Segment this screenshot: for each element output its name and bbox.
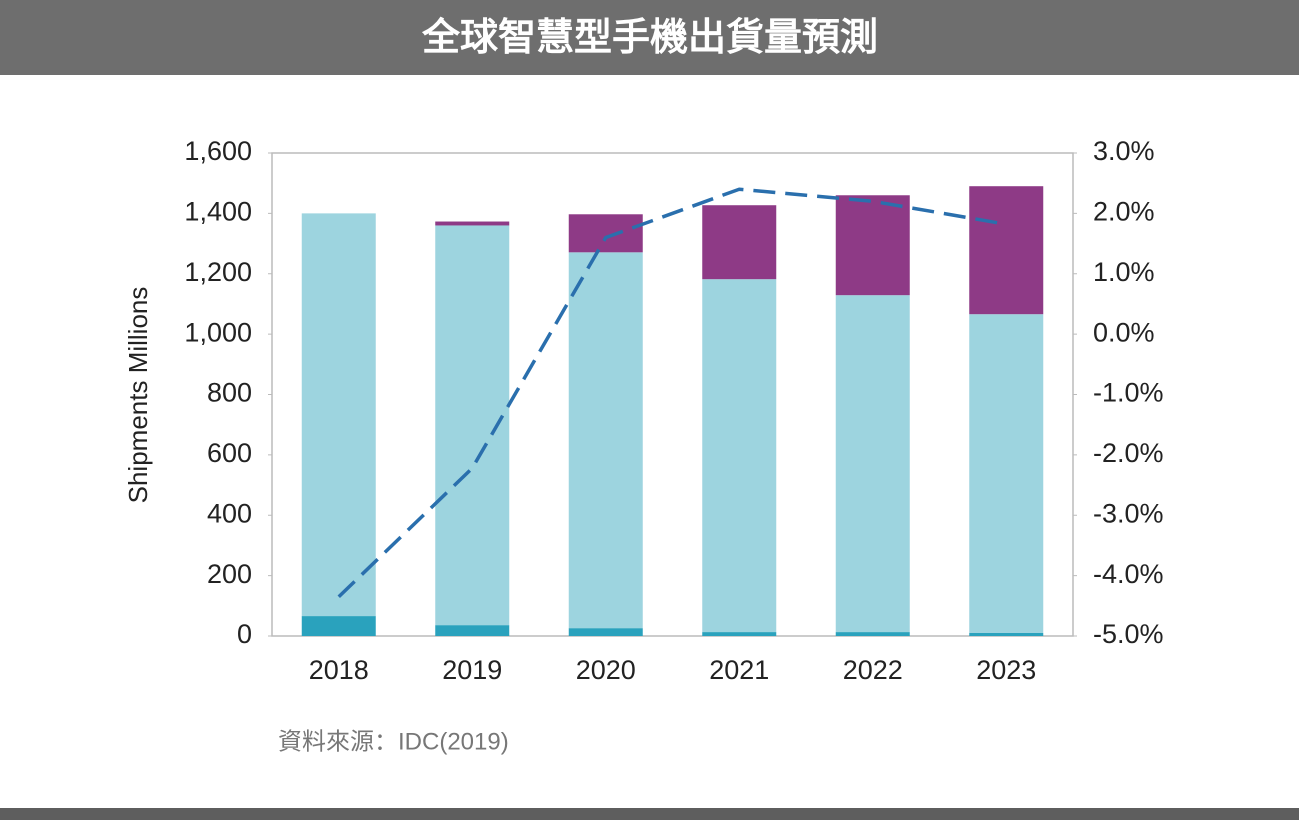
bar-segment <box>835 295 910 633</box>
y-tick-label: 0 <box>237 619 252 649</box>
bar-segment <box>969 314 1044 633</box>
y-tick-label: 1,400 <box>184 197 252 227</box>
y-tick-label: 400 <box>207 498 252 528</box>
bar-segment <box>702 632 777 636</box>
x-tick-label: 2022 <box>843 655 903 685</box>
bar-segment <box>969 186 1044 315</box>
bar-segment <box>835 632 910 636</box>
x-tick-label: 2020 <box>576 655 636 685</box>
y-tick-label: 1,000 <box>184 317 252 347</box>
x-tick-label: 2021 <box>709 655 769 685</box>
y-tick-label: 800 <box>207 378 252 408</box>
line-series <box>337 187 1007 599</box>
bar-segment <box>435 221 510 226</box>
y2-tick-label: -4.0% <box>1093 559 1164 589</box>
y2-tick-label: -5.0% <box>1093 619 1164 649</box>
source-note: 資料來源：IDC(2019) <box>278 728 509 755</box>
footer-bar <box>0 808 1299 820</box>
bar-segment <box>568 252 643 629</box>
bar-segment <box>702 279 777 633</box>
bar-segment <box>568 214 643 253</box>
y2-tick-label: 2.0% <box>1093 197 1155 227</box>
y-axis-label: Shipments Millions <box>123 287 153 504</box>
y2-tick-label: 3.0% <box>1093 136 1155 166</box>
y-tick-label: 1,600 <box>184 136 252 166</box>
y2-tick-label: 1.0% <box>1093 257 1155 287</box>
header-bar <box>0 0 1299 75</box>
bar-segment <box>435 625 510 636</box>
y2-tick-label: 0.0% <box>1093 317 1155 347</box>
bar-segment <box>835 195 910 296</box>
bar-segment <box>969 632 1044 636</box>
chart-title: 全球智慧型手機出貨量預測 <box>421 16 878 59</box>
y2-tick-label: -3.0% <box>1093 498 1164 528</box>
bar-segment <box>568 628 643 636</box>
y-tick-label: 600 <box>207 438 252 468</box>
bar-segment <box>301 616 376 636</box>
x-tick-label: 2019 <box>442 655 502 685</box>
bar-segment <box>301 213 376 617</box>
x-tick-label: 2023 <box>976 655 1036 685</box>
y-tick-label: 1,200 <box>184 257 252 287</box>
y2-tick-label: -2.0% <box>1093 438 1164 468</box>
y2-tick-label: -1.0% <box>1093 378 1164 408</box>
plot-frame <box>271 152 1074 637</box>
bar-segment <box>702 205 777 280</box>
y-tick-label: 200 <box>207 559 252 589</box>
x-tick-label: 2018 <box>309 655 369 685</box>
